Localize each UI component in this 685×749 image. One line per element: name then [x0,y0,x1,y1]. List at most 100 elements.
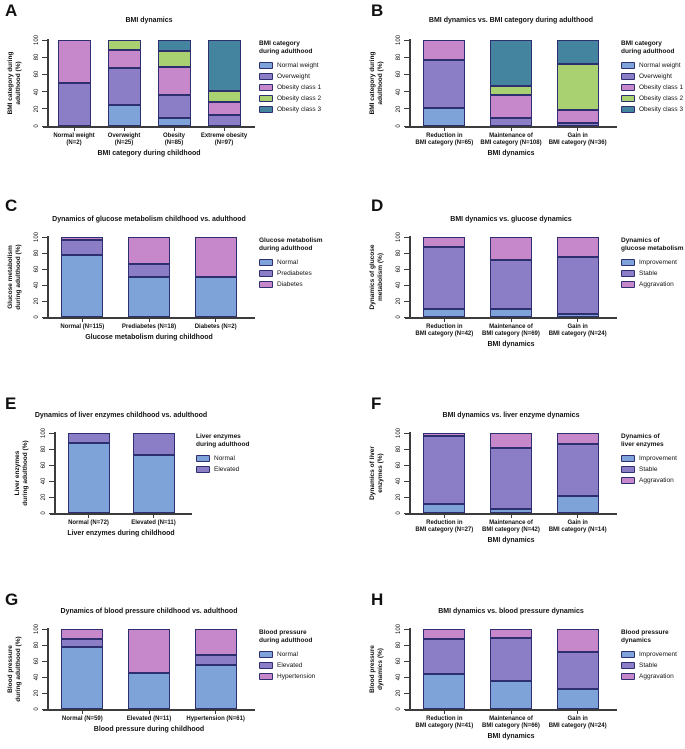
stacked-bar [107,40,141,126]
legend-title: Glucose metabolism during adulthood [259,237,323,252]
bar-segment-stable [490,260,532,309]
y-tick-mark [42,316,47,318]
y-tick-mark [404,125,409,127]
panel-c: C Dynamics of glucose metabolism childhoo… [1,185,343,369]
legend-item-label: Normal [214,455,235,462]
panel-e: E Dynamics of liver enzymes childhood vs.… [1,369,343,553]
legend-item-label: Stable [639,466,658,473]
y-tick-label: 20 [396,689,402,697]
bar-segment-overweight [490,118,532,126]
panel-f: F BMI dynamics vs. liver enzyme dynamics D… [343,369,685,553]
bar-segment-normal [194,277,237,317]
stacked-bar [207,40,241,126]
legend-item-label: Obesity class 2 [277,95,322,102]
legend-item-label: Obesity class 2 [639,95,684,102]
bar-segment-stable [490,637,532,681]
legend-title: BMI category during adulthood [259,40,313,55]
y-tick-label: 80 [34,641,40,649]
x-category-label: Prediabetes (N=18) [121,324,177,330]
panel-b: B BMI dynamics vs. BMI category during ad… [343,0,685,184]
y-tick-label: 40 [396,673,402,681]
x-tick-mark [510,711,512,714]
legend-item: Prediabetes [259,268,345,279]
legend-item-label: Elevated [214,466,240,473]
y-tick-label: 60 [34,657,40,665]
bar-segment-obesity-class-3 [157,40,191,52]
legend-title: Dynamics of glucose metabolism [621,237,684,252]
x-axis [405,317,617,319]
bar-segment-improvement [423,673,466,709]
bar-segment-stable [556,257,599,314]
chart-title: BMI dynamics vs. glucose dynamics [450,216,572,223]
legend-item-label: Obesity class 3 [277,106,322,113]
chart-title: Dynamics of glucose metabolism childhood… [52,216,246,223]
bar-segment-hypertension [61,629,104,640]
stacked-bar [157,40,191,126]
legend: BMI category during adulthood Normal weig… [621,40,685,115]
legend-swatch-obesity-class-1-icon [621,84,635,91]
stacked-bar [423,629,466,709]
legend: BMI category during adulthood Normal weig… [259,40,345,115]
y-tick-mark [404,91,409,93]
legend-swatch-obesity-class-2-icon [259,95,273,102]
legend-item: Stable [621,660,685,671]
legend-item-label: Prediabetes [277,270,312,277]
x-tick-mark [73,128,75,131]
x-tick-mark [123,128,125,131]
stacked-bar [132,433,175,513]
y-tick-label: 40 [34,281,40,289]
legend-item-label: Aggravation [639,477,674,484]
legend-swatch-obesity-class-2-icon [621,95,635,102]
chart-title: BMI dynamics vs. liver enzyme dynamics [442,412,580,419]
stacked-bar [194,629,237,709]
stacked-bar [61,237,104,317]
y-tick-label: 40 [396,477,402,485]
x-category-label: Maintenance of BMI category (N=108) [480,133,542,146]
x-category-label: Gain in BMI category (N=24) [548,324,607,337]
panel-letter: A [5,1,18,20]
panel-letter: D [371,196,384,215]
y-tick-mark [42,91,47,93]
bar-segment-elevated [194,654,237,665]
legend-item-label: Obesity class 1 [277,84,322,91]
y-axis [409,628,411,710]
y-tick-label: 60 [396,265,402,273]
legend-item-label: Diabetes [277,281,303,288]
bar-segment-normal [128,673,170,709]
y-tick-mark [42,300,47,302]
legend-swatch-overweight-icon [259,73,273,80]
legend-swatch-obesity-class-3-icon [621,106,635,113]
bar-segment-stable [423,246,466,309]
y-tick-mark [404,660,409,662]
legend-item-label: Normal [277,651,298,658]
bar-segment-normal-weight [157,118,191,126]
y-tick-label: 60 [34,71,40,78]
bar-segment-normal [128,277,170,317]
legend-item: Normal [196,453,282,464]
stacked-bar [490,433,532,513]
panel-letter: H [371,590,384,609]
y-tick-label: 0 [396,124,402,128]
y-axis [54,432,56,514]
bar-segment-stable [490,448,532,509]
x-axis [43,126,255,128]
y-tick-mark [42,676,47,678]
y-tick-mark [404,708,409,710]
y-tick-label: 0 [396,511,402,515]
legend-item-label: Stable [639,662,658,669]
x-tick-mark [510,515,512,518]
legend-swatch-normal-weight-icon [259,62,273,69]
legend-item: Elevated [196,464,282,475]
y-tick-mark [42,236,47,238]
y-tick-label: 60 [396,71,402,78]
y-tick-label: 60 [34,265,40,273]
y-tick-mark [404,692,409,694]
legend-item: Obesity class 2 [259,93,345,104]
bar-segment-aggravation [556,629,599,653]
bar-segment-obesity-class-1 [107,50,141,68]
y-tick-label: 100 [34,34,40,46]
legend-item: Stable [621,268,685,279]
legend-item: Hypertension [259,671,345,682]
x-category-label: Extreme obesity (N=97) [200,133,248,146]
